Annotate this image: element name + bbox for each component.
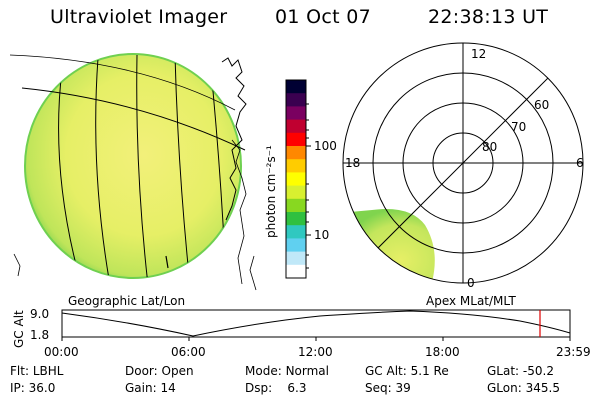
altitude-xtick-2: 12:00 (298, 345, 333, 359)
info-flt: Flt: LBHL (10, 364, 64, 378)
altitude-xtick-1: 06:00 (171, 345, 206, 359)
altitude-xtick-0: 00:00 (44, 345, 79, 359)
colorbar-swatch (286, 146, 306, 160)
info-glat: GLat: -50.2 (487, 364, 554, 378)
info-gc-alt: GC Alt: 5.1 Re (365, 364, 449, 378)
info-glon: GLon: 345.5 (487, 381, 560, 395)
colorbar-swatch (286, 172, 306, 187)
instrument-title: Ultraviolet Imager (50, 6, 228, 28)
colorbar-swatch (286, 106, 306, 121)
time-label: 22:38:13 UT (428, 6, 549, 28)
colorbar (286, 80, 306, 279)
earth-disk-image (9, 53, 257, 291)
apex-label: Apex MLat/MLT (426, 294, 516, 308)
colorbar-tick-10: 10 (314, 228, 330, 242)
info-ip: IP: 36.0 (10, 381, 56, 395)
colorbar-swatch (286, 80, 306, 94)
date-label: 01 Oct 07 (275, 6, 371, 28)
colorbar-swatch (286, 225, 306, 239)
altitude-plot (61, 309, 571, 341)
colorbar-swatch (286, 185, 306, 200)
colorbar-swatch (286, 238, 306, 253)
colorbar-swatch (286, 159, 306, 173)
altitude-ytick-bottom: 1.8 (30, 328, 50, 342)
polar-plot (342, 42, 584, 284)
altitude-ytick-top: 9.0 (30, 307, 50, 321)
colorbar-tick-100: 100 (314, 139, 337, 153)
info-seq: Seq: 39 (365, 381, 411, 395)
colorbar-swatch (286, 132, 306, 147)
mlt-label-right: 6 (576, 156, 584, 170)
lat-label-60: 60 (534, 98, 550, 112)
info-door: Door: Open (125, 364, 194, 378)
colorbar-swatch (286, 251, 306, 266)
colorbar-frame (285, 79, 307, 279)
info-gain: Gain: 14 (125, 381, 176, 395)
altitude-ylabel: GC Alt (12, 310, 26, 348)
colorbar-swatch (286, 93, 306, 107)
mlt-label-top: 12 (471, 47, 487, 61)
colorbar-swatch (286, 264, 306, 279)
mlt-label-left: 18 (345, 156, 361, 170)
info-mode: Mode: Normal (245, 364, 329, 378)
info-dsp: Dsp: 6.3 (245, 381, 307, 395)
colorbar-swatch (286, 212, 306, 226)
mlt-label-bottom: 0 (467, 276, 475, 290)
altitude-xtick-3: 18:00 (425, 345, 460, 359)
colorbar-swatch (286, 119, 306, 134)
lat-label-70: 70 (511, 120, 527, 134)
lat-label-80: 80 (482, 140, 498, 154)
geographic-label: Geographic Lat/Lon (68, 294, 186, 308)
colorbar-swatch (286, 198, 306, 213)
colorbar-unit-label: photon cm⁻²s⁻¹ (264, 145, 278, 238)
altitude-xtick-4: 23:59 (556, 345, 591, 359)
